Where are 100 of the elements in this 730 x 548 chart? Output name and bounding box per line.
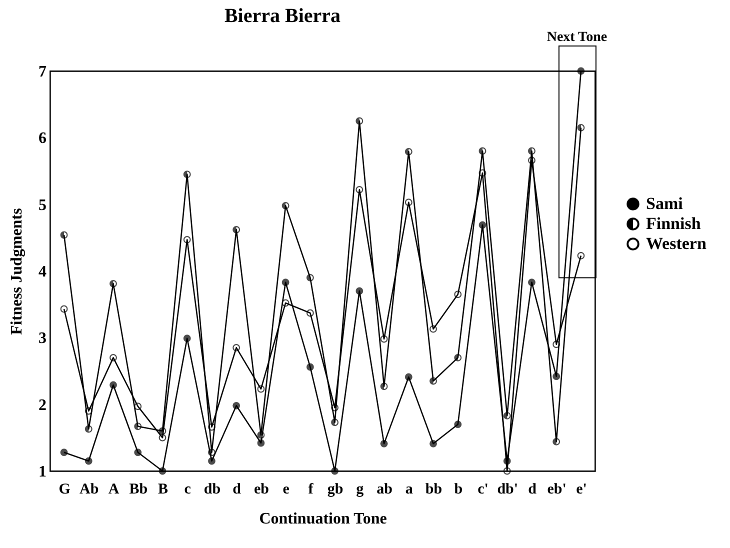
x-tick-label: eb' — [547, 482, 566, 498]
x-tick-label: d — [528, 482, 538, 498]
point — [158, 467, 166, 475]
x-tick-label: f — [308, 482, 314, 498]
point — [503, 467, 511, 475]
point — [380, 335, 388, 343]
point — [331, 418, 339, 426]
x-tick-label: B — [158, 482, 168, 498]
y-axis-title: Fitness Judgments — [8, 208, 26, 335]
x-tick-label: db — [204, 482, 221, 498]
x-tick-label: G — [58, 482, 71, 498]
x-tick-label: bb — [425, 482, 442, 498]
point — [282, 299, 290, 307]
point — [110, 354, 117, 362]
point — [356, 117, 364, 125]
point — [158, 427, 166, 435]
x-tick-label: g — [356, 482, 364, 498]
point — [282, 278, 290, 286]
point — [232, 344, 240, 352]
point — [183, 334, 191, 342]
x-tick-label: eb — [254, 482, 269, 498]
point — [478, 147, 486, 155]
x-tick-label: ab — [376, 482, 392, 498]
legend-label: Finnish — [646, 214, 701, 234]
point — [84, 457, 92, 465]
x-tick-label: c' — [478, 482, 488, 498]
point — [552, 438, 560, 446]
point — [380, 382, 388, 390]
point — [306, 363, 314, 371]
point — [454, 420, 462, 428]
point — [110, 280, 117, 288]
point — [478, 169, 486, 177]
point — [577, 124, 585, 132]
x-tick-label: Bb — [129, 482, 148, 498]
point — [232, 226, 240, 234]
x-tick-label: a — [405, 482, 414, 498]
point — [478, 221, 486, 229]
x-tick-label: b — [454, 482, 463, 498]
y-tick-label: 3 — [38, 330, 46, 348]
x-tick-label: c — [184, 482, 192, 498]
point — [257, 431, 265, 439]
point — [356, 287, 364, 295]
point — [60, 448, 68, 456]
y-tick-label: 4 — [38, 264, 46, 280]
x-axis-title: Continuation Tone — [259, 510, 387, 528]
point — [208, 448, 216, 456]
point — [134, 448, 142, 456]
point — [380, 440, 388, 448]
x-tick-label: e' — [576, 482, 587, 498]
point — [503, 457, 511, 465]
legend-label: Western — [646, 234, 706, 254]
y-tick-label: 7 — [38, 64, 46, 80]
point — [84, 407, 92, 415]
chart-title: Bierra Bierra — [224, 5, 341, 27]
point — [158, 434, 166, 442]
point — [552, 372, 560, 380]
point — [454, 290, 462, 298]
point — [183, 236, 191, 244]
point — [60, 231, 68, 239]
y-tick-label: 2 — [38, 396, 46, 414]
point — [232, 402, 240, 410]
point — [134, 422, 142, 430]
point — [257, 439, 265, 447]
point — [454, 354, 462, 362]
point — [528, 156, 536, 164]
point — [306, 274, 314, 282]
point — [110, 381, 117, 389]
legend-label: Sami — [646, 194, 683, 214]
point — [60, 305, 68, 313]
point — [306, 309, 314, 317]
point — [430, 377, 437, 385]
point — [430, 325, 437, 333]
point — [356, 186, 364, 194]
point — [183, 170, 191, 178]
point — [528, 278, 536, 286]
point — [552, 340, 560, 348]
point — [528, 147, 536, 155]
point — [208, 457, 216, 465]
point — [84, 425, 92, 433]
y-tick-label: 1 — [38, 464, 46, 480]
point — [282, 202, 290, 210]
x-tick-label: Ab — [80, 482, 99, 498]
x-tick-label: A — [108, 482, 120, 498]
y-tick-label: 5 — [38, 196, 46, 214]
point — [404, 148, 412, 156]
y-tick-label: 6 — [38, 130, 46, 148]
x-tick-label: gb — [327, 482, 344, 498]
point — [577, 252, 585, 260]
x-tick-label: db' — [497, 482, 518, 498]
text: Next Tone — [546, 30, 608, 45]
point — [331, 467, 339, 475]
point — [134, 402, 142, 410]
point — [404, 373, 412, 381]
x-tick-label: e — [282, 482, 290, 498]
point — [577, 67, 585, 75]
point — [257, 385, 265, 393]
point — [503, 412, 511, 420]
point — [208, 423, 216, 431]
point — [331, 404, 339, 412]
point — [430, 440, 437, 448]
